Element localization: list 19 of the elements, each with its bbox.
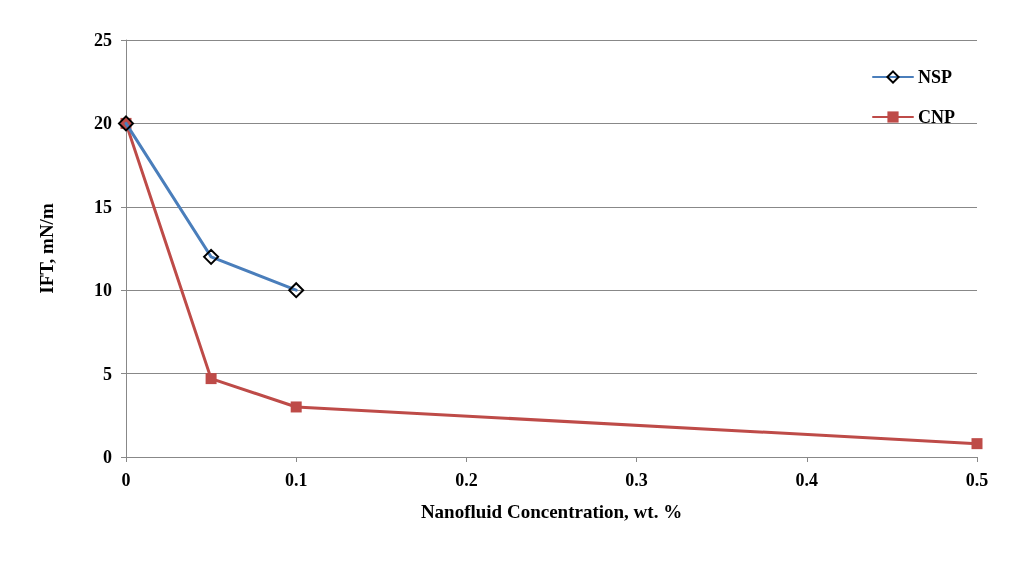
y-tick-label: 0	[103, 447, 112, 467]
y-tick-label: 15	[94, 196, 112, 217]
legend-label: CNP	[918, 107, 956, 127]
y-tick-label: 5	[103, 363, 112, 384]
x-axis-title: Nanofluid Concentration, wt. %	[420, 501, 683, 522]
x-tick-label: 0	[121, 470, 131, 490]
legend-label: NSP	[918, 67, 953, 87]
x-tick-label: 0.5	[965, 470, 989, 490]
point	[205, 373, 217, 385]
x-tick-label: 0.3	[625, 470, 648, 490]
y-axis-title: IFT, mN/m	[36, 203, 57, 294]
y-tick-label: 25	[94, 30, 112, 50]
x-tick-label: 0.1	[284, 470, 308, 490]
x-tick-label: 0.2	[455, 470, 478, 490]
x-tick-label: 0.4	[795, 470, 819, 490]
y-tick-label: 20	[94, 113, 112, 134]
point	[290, 401, 302, 413]
y-tick-label: 10	[94, 280, 112, 301]
point	[971, 438, 983, 450]
